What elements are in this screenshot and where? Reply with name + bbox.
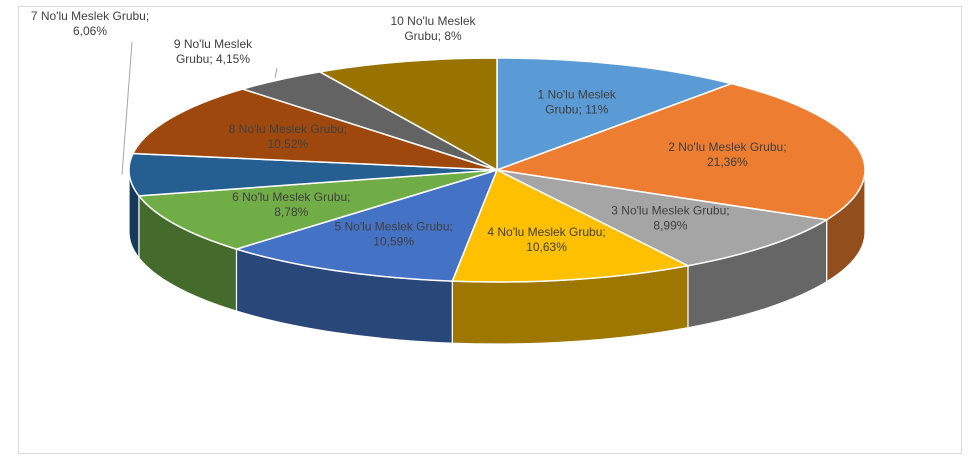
- pie-slice-7[interactable]: [128, 152, 498, 197]
- slice-label-9-line2: Grubu; 4,15%: [176, 52, 250, 66]
- slice-label-7-line2: 6,06%: [73, 24, 107, 38]
- pie-slice-8[interactable]: [131, 88, 498, 171]
- slice-label-10-line1: 10 No'lu Meslek: [391, 14, 477, 28]
- slice-label-5-line1: 5 No'lu Meslek Grubu;: [334, 219, 452, 233]
- slice-label-8-line1: 8 No'lu Meslek Grubu;: [229, 122, 347, 136]
- slice-label-1-line2: Grubu; 11%: [545, 103, 608, 117]
- leader-line-7: [121, 41, 133, 175]
- slice-label-10-line2: Grubu; 8%: [404, 29, 462, 43]
- pie-slice-10[interactable]: [317, 57, 498, 172]
- slice-label-8-line2: 10,52%: [268, 137, 309, 151]
- slice-label-6-line1: 6 No'lu Meslek Grubu;: [232, 190, 350, 204]
- slice-label-2-line2: 21,36%: [707, 155, 748, 169]
- pie-slice-2[interactable]: [496, 82, 866, 221]
- slice-label-5-line2: 10,59%: [373, 234, 414, 248]
- slice-label-1-line1: 1 No'lu Meslek: [538, 88, 617, 102]
- pie-slice-1[interactable]: [496, 57, 734, 172]
- slice-label-4-line2: 10,63%: [526, 240, 567, 254]
- pie-slice-4[interactable]: [451, 168, 691, 283]
- leader-line-9: [274, 67, 278, 78]
- pie-top-faces: [128, 57, 866, 283]
- slice-label-2-line1: 2 No'lu Meslek Grubu;: [668, 140, 786, 154]
- slice-label-7-line1: 7 No'lu Meslek Grubu;: [31, 9, 149, 23]
- slice-label-3-line1: 3 No'lu Meslek Grubu;: [611, 203, 729, 217]
- pie-slice-3[interactable]: [496, 169, 829, 267]
- pie-slice-5[interactable]: [233, 168, 499, 282]
- slice-label-6-line2: 8,78%: [274, 205, 308, 219]
- slice-label-9-line1: 9 No'lu Meslek: [174, 37, 253, 51]
- slice-label-4-line1: 4 No'lu Meslek Grubu;: [487, 225, 605, 239]
- slice-label-3-line2: 8,99%: [653, 218, 687, 232]
- pie-side-walls: [128, 169, 866, 345]
